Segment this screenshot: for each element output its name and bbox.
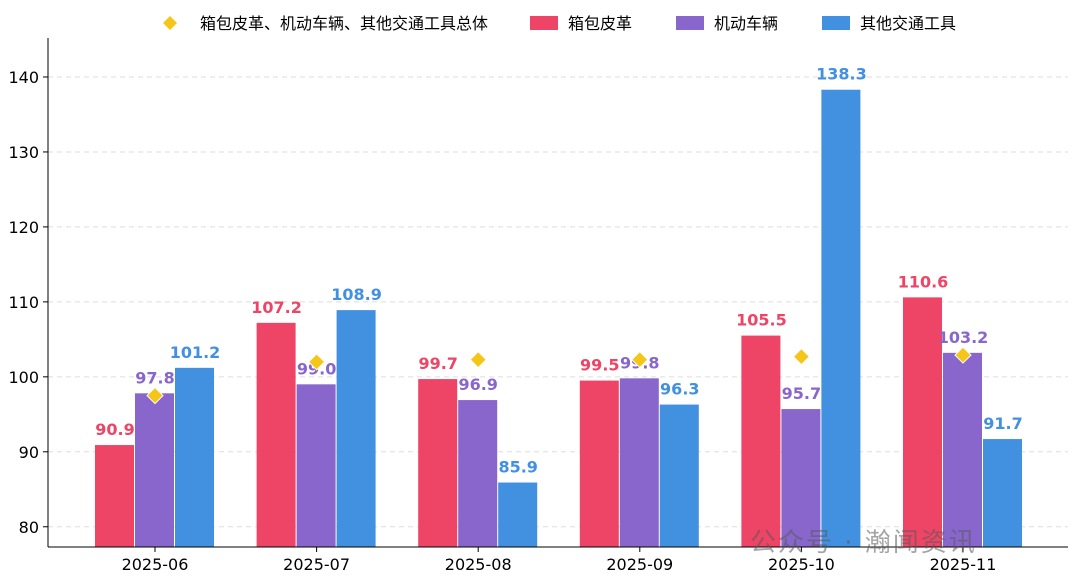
data-label: 107.2 bbox=[251, 298, 302, 317]
bar bbox=[983, 439, 1022, 547]
bar bbox=[579, 380, 619, 547]
y-tick-label: 130 bbox=[8, 143, 39, 162]
data-label: 110.6 bbox=[898, 272, 949, 291]
bar bbox=[943, 352, 982, 547]
data-label: 91.7 bbox=[983, 414, 1022, 433]
bar bbox=[781, 409, 821, 547]
legend-label: 箱包皮革、机动车辆、其他交通工具总体 bbox=[200, 14, 488, 33]
data-label: 96.3 bbox=[660, 380, 699, 399]
x-tick-label: 2025-08 bbox=[445, 555, 512, 574]
legend-marker-diamond bbox=[163, 16, 177, 30]
y-tick-label: 140 bbox=[8, 68, 39, 87]
data-label: 90.9 bbox=[95, 420, 134, 439]
bar bbox=[135, 393, 174, 547]
x-tick-label: 2025-10 bbox=[768, 555, 835, 574]
x-tick-label: 2025-07 bbox=[283, 555, 350, 574]
bar bbox=[336, 310, 376, 547]
data-label: 105.5 bbox=[736, 311, 787, 330]
bar bbox=[741, 335, 781, 547]
x-tick-label: 2025-11 bbox=[930, 555, 997, 574]
data-label: 99.7 bbox=[418, 354, 457, 373]
y-tick-label: 90 bbox=[19, 443, 39, 462]
total-marker bbox=[954, 346, 972, 364]
bar bbox=[418, 379, 458, 547]
data-label: 96.9 bbox=[458, 375, 497, 394]
legend-label: 箱包皮革 bbox=[568, 14, 632, 33]
x-tick-label: 2025-09 bbox=[606, 555, 673, 574]
y-tick-label: 120 bbox=[8, 218, 39, 237]
legend-swatch bbox=[822, 16, 850, 30]
y-tick-label: 80 bbox=[19, 518, 39, 537]
data-label: 108.9 bbox=[331, 285, 382, 304]
data-label: 95.7 bbox=[782, 384, 821, 403]
total-marker bbox=[631, 350, 649, 369]
data-label: 85.9 bbox=[498, 458, 537, 477]
total-marker bbox=[792, 347, 811, 366]
bar bbox=[619, 378, 659, 547]
bar bbox=[458, 400, 498, 547]
bar bbox=[175, 367, 214, 547]
data-label: 101.2 bbox=[170, 343, 221, 362]
bar bbox=[659, 404, 699, 547]
legend-label: 其他交通工具 bbox=[860, 14, 956, 33]
bar bbox=[498, 482, 538, 547]
total-marker bbox=[469, 350, 487, 369]
y-tick-label: 100 bbox=[8, 368, 39, 387]
data-label: 97.8 bbox=[135, 368, 174, 387]
legend-swatch bbox=[530, 16, 558, 30]
y-tick-label: 110 bbox=[8, 293, 39, 312]
total-marker bbox=[146, 386, 164, 405]
data-label: 103.2 bbox=[938, 328, 989, 347]
total-marker bbox=[307, 353, 326, 371]
bar bbox=[821, 89, 861, 547]
legend-swatch bbox=[676, 16, 704, 30]
bar bbox=[296, 384, 336, 547]
bar bbox=[256, 322, 296, 547]
watermark: 公众号 · 瀚闻资讯 bbox=[750, 528, 977, 558]
legend-label: 机动车辆 bbox=[714, 14, 778, 33]
x-tick-label: 2025-06 bbox=[122, 555, 189, 574]
bar bbox=[95, 445, 134, 547]
data-label: 99.5 bbox=[580, 356, 619, 375]
bar bbox=[903, 297, 942, 547]
data-label: 138.3 bbox=[816, 65, 867, 84]
